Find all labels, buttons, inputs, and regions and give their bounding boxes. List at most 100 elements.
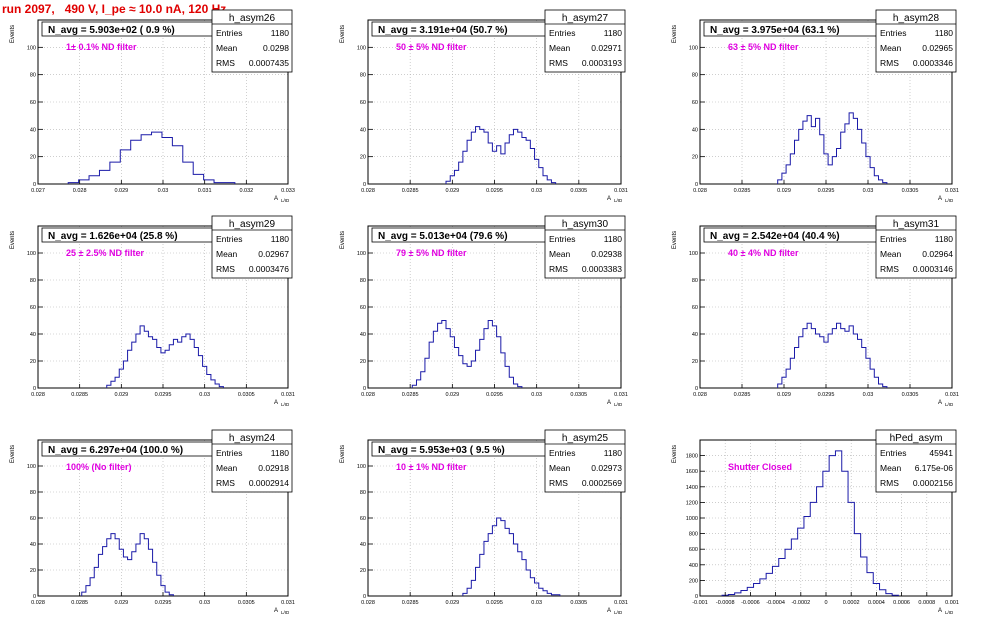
filter-note: 79 ± 5% ND filter xyxy=(396,248,467,258)
stats-label: Entries xyxy=(216,448,242,458)
stats-value: 0.02918 xyxy=(258,463,289,473)
y-tick-label: 60 xyxy=(692,305,698,311)
stats-label: RMS xyxy=(216,264,235,274)
x-axis-label: A xyxy=(274,400,278,406)
stats-title: h_asym25 xyxy=(562,433,609,444)
x-tick-label: 0.0305 xyxy=(238,392,255,398)
x-tick-label: 0.0285 xyxy=(71,600,88,606)
histogram-line xyxy=(777,112,888,184)
y-tick-label: 100 xyxy=(27,464,36,470)
filter-note: 63 ± 5% ND filter xyxy=(728,42,799,52)
x-axis-sub-label: L/ID xyxy=(945,198,954,203)
y-tick-label: 80 xyxy=(30,490,36,496)
stats-value: 1180 xyxy=(271,234,290,244)
x-tick-label: 0.029 xyxy=(777,392,791,398)
y-axis-label: Events xyxy=(340,231,346,249)
y-tick-label: 20 xyxy=(692,359,698,365)
y-tick-label: 200 xyxy=(689,578,698,584)
stats-label: RMS xyxy=(880,58,899,68)
stats-title: h_asym31 xyxy=(893,219,940,230)
x-tick-label: 0.028 xyxy=(361,600,375,606)
y-tick-label: 400 xyxy=(689,563,698,569)
navg-text: N_avg = 5.903e+02 ( 0.9 %) xyxy=(48,25,175,36)
stats-label: Mean xyxy=(216,43,238,53)
x-tick-label: 0.03 xyxy=(531,188,542,194)
y-tick-label: 0 xyxy=(33,594,36,600)
y-tick-label: 1000 xyxy=(686,516,698,522)
x-tick-label: 0.033 xyxy=(281,188,295,194)
x-tick-label: 0.031 xyxy=(614,392,628,398)
y-tick-label: 1600 xyxy=(686,469,698,475)
x-tick-label: 0.029 xyxy=(445,392,459,398)
x-tick-label: 0.032 xyxy=(239,188,253,194)
stats-label: Entries xyxy=(216,234,242,244)
histogram-panel-hPed_asym: -0.001 -0.0008 -0.0006 -0.0004 -0.0002 0 0.000… xyxy=(672,429,959,615)
x-tick-label: 0.028 xyxy=(73,188,87,194)
y-axis-label: Events xyxy=(10,25,16,43)
histogram-line xyxy=(721,450,899,596)
filter-note: 1± 0.1% ND filter xyxy=(66,42,137,52)
stats-value: 0.0002914 xyxy=(249,478,289,488)
x-tick-label: 0.0295 xyxy=(155,392,172,398)
stats-value: 1180 xyxy=(604,234,623,244)
navg-text: N_avg = 3.975e+04 (63.1 %) xyxy=(710,25,840,36)
stats-value: 0.0298 xyxy=(263,43,289,53)
navg-text: N_avg = 5.013e+04 (79.6 %) xyxy=(378,231,508,242)
x-tick-label: 0.029 xyxy=(777,188,791,194)
stats-box xyxy=(875,429,957,493)
x-axis-sub-label: L/ID xyxy=(945,402,954,407)
histogram-panel-h_asym29: 0.028 0.0285 0.029 0.0295 0.03 0.0305 0.031 0 20… xyxy=(10,215,295,407)
stats-box xyxy=(544,9,626,73)
histogram-line xyxy=(411,320,523,388)
stats-value: 0.0003383 xyxy=(582,264,622,274)
y-tick-label: 800 xyxy=(689,532,698,538)
x-axis-sub-label: L/ID xyxy=(614,198,623,203)
y-tick-label: 20 xyxy=(30,359,36,365)
stats-label: Mean xyxy=(216,463,238,473)
x-tick-label: 0.0285 xyxy=(402,392,419,398)
x-tick-label: 0.031 xyxy=(945,392,959,398)
x-tick-label: 0.029 xyxy=(445,188,459,194)
histogram-line xyxy=(777,322,888,388)
y-axis-label: Events xyxy=(340,25,346,43)
y-tick-label: 1800 xyxy=(686,454,698,460)
x-tick-label: 0.0004 xyxy=(868,600,885,606)
y-tick-label: 80 xyxy=(360,278,366,284)
x-tick-label: -0.0006 xyxy=(741,600,760,606)
navg-text: N_avg = 6.297e+04 (100.0 %) xyxy=(48,445,183,456)
stats-label: Entries xyxy=(880,234,906,244)
y-axis-label: Events xyxy=(672,231,678,249)
x-axis-label: A xyxy=(274,608,278,614)
stats-title: h_asym24 xyxy=(229,433,276,444)
histogram-panel-h_asym27: 0.028 0.0285 0.029 0.0295 0.03 0.0305 0.031 0 20… xyxy=(340,9,628,203)
x-tick-label: 0.027 xyxy=(31,188,45,194)
y-axis-label: Events xyxy=(672,445,678,463)
filter-note: 100% (No filter) xyxy=(66,462,132,472)
x-tick-label: 0.0295 xyxy=(486,600,503,606)
y-tick-label: 80 xyxy=(360,490,366,496)
y-tick-label: 80 xyxy=(30,73,36,79)
x-tick-label: 0.03 xyxy=(531,600,542,606)
histogram-panel-h_asym24: 0.028 0.0285 0.029 0.0295 0.03 0.0305 0.031 0 20… xyxy=(10,429,295,615)
stats-label: Entries xyxy=(880,28,906,38)
stats-value: 0.0003476 xyxy=(249,264,289,274)
y-tick-label: 80 xyxy=(360,73,366,79)
stats-box xyxy=(211,429,293,493)
y-tick-label: 60 xyxy=(30,100,36,106)
x-axis-sub-label: L/ID xyxy=(281,402,290,407)
navg-text: N_avg = 2.542e+04 (40.4 %) xyxy=(710,231,840,242)
y-tick-label: 0 xyxy=(695,386,698,392)
filter-note: Shutter Closed xyxy=(728,462,792,472)
stats-value: 0.0003193 xyxy=(582,58,622,68)
stats-label: Mean xyxy=(216,249,238,259)
histogram-panel-h_asym31: 0.028 0.0285 0.029 0.0295 0.03 0.0305 0.031 0 20… xyxy=(672,215,959,407)
y-tick-label: 1200 xyxy=(686,500,698,506)
x-tick-label: 0.03 xyxy=(199,392,210,398)
x-tick-label: 0 xyxy=(824,600,827,606)
x-tick-label: 0.0295 xyxy=(818,188,835,194)
y-tick-label: 20 xyxy=(692,155,698,161)
histogram-line xyxy=(106,325,224,388)
x-axis-sub-label: L/ID xyxy=(945,610,954,615)
histogram-line xyxy=(67,131,236,184)
stats-value: 0.0002156 xyxy=(913,478,953,488)
